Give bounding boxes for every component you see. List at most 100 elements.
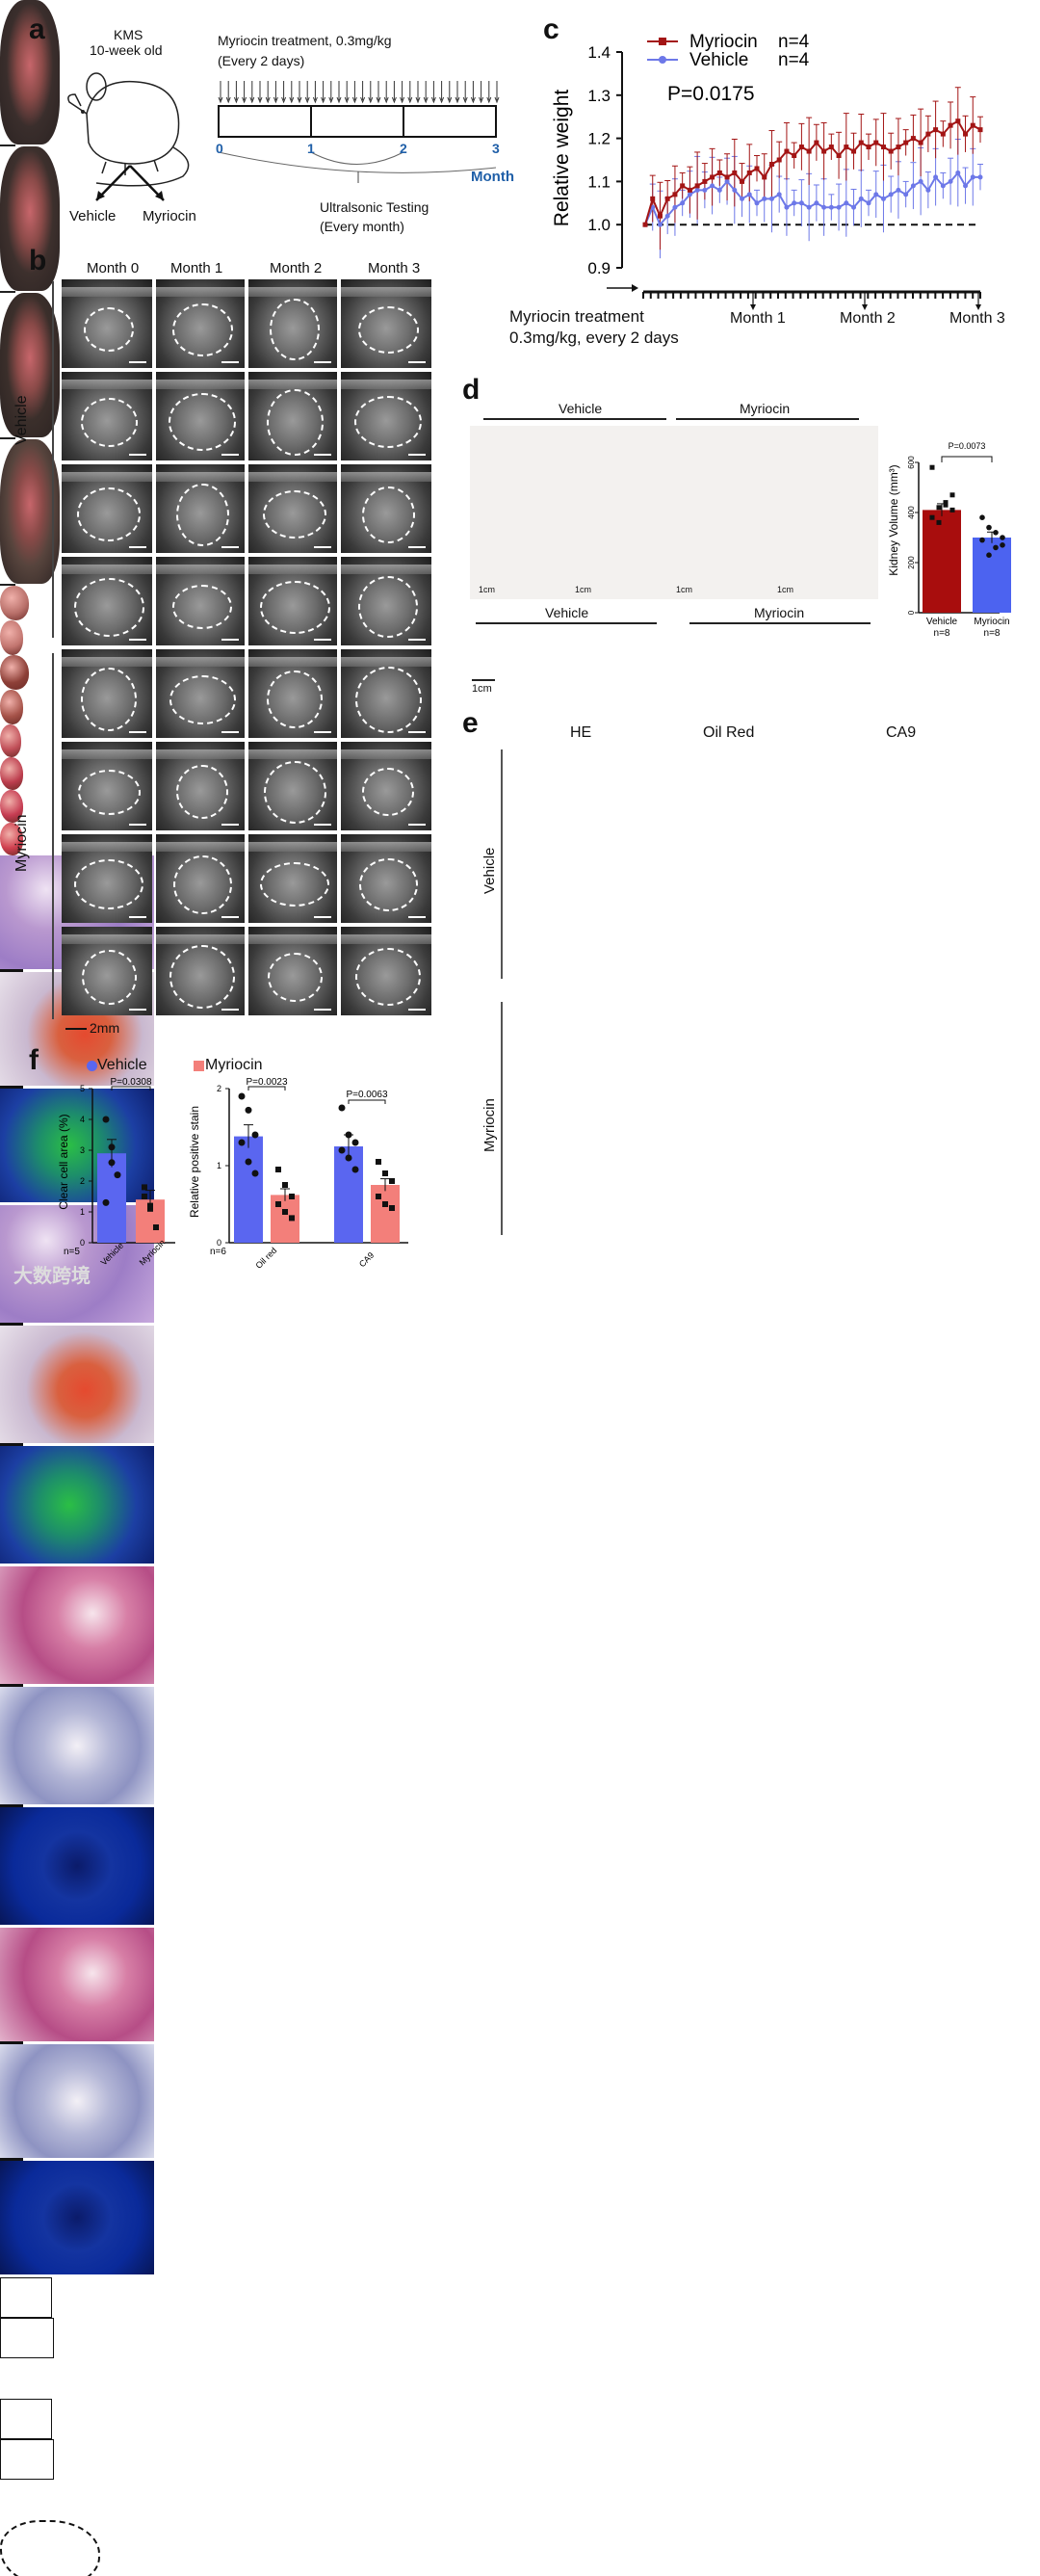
kidney-outline bbox=[80, 397, 138, 447]
dose-arrowhead bbox=[430, 96, 436, 104]
f2-point bbox=[351, 1139, 359, 1146]
weight-line-chart: 1.4 1.3 1.2 1.1 1.0 0.9 Relative weight P=0.0… bbox=[551, 32, 983, 310]
c-ytick-label: 1.0 bbox=[587, 216, 611, 234]
d-mice-photo bbox=[470, 426, 878, 599]
mouse-scale-label: 1cm bbox=[676, 585, 693, 594]
dose-arrowhead bbox=[336, 96, 342, 104]
kidney-outline bbox=[73, 577, 144, 637]
f2-point bbox=[275, 1167, 281, 1172]
col-month-1: Month 1 bbox=[170, 260, 223, 276]
scale-bar bbox=[408, 361, 426, 363]
tissue-band bbox=[62, 472, 152, 482]
f-legend-myriocin: Myriocin bbox=[205, 1057, 263, 1073]
c-point bbox=[880, 196, 886, 201]
f1-y-label: Clear cell area (%) bbox=[57, 1114, 70, 1209]
scale-bar bbox=[408, 546, 426, 548]
ultrasound-image bbox=[248, 649, 337, 738]
c-treatment-line2: 0.3mg/kg, every 2 days bbox=[509, 329, 679, 347]
histology-image bbox=[0, 1089, 154, 1202]
ultrasound-image bbox=[62, 279, 152, 368]
kidney-outline bbox=[260, 862, 329, 907]
f2-point bbox=[251, 1170, 259, 1177]
f1-ytick-label: 0 bbox=[80, 1238, 85, 1248]
c-point bbox=[814, 200, 819, 206]
mouse-scale-bar bbox=[0, 145, 15, 146]
c-point bbox=[814, 140, 819, 145]
ultrasound-image bbox=[156, 464, 245, 553]
d-point bbox=[1000, 542, 1005, 548]
f1-bar bbox=[97, 1153, 126, 1243]
c-point bbox=[977, 127, 983, 133]
kidney-specimen bbox=[0, 620, 23, 655]
ultrasound-image bbox=[341, 557, 431, 645]
kidney-specimen bbox=[0, 823, 23, 855]
tissue-band bbox=[248, 472, 337, 482]
f1-point bbox=[102, 1116, 110, 1123]
tissue-band bbox=[248, 842, 337, 852]
dose-arrowhead bbox=[455, 96, 460, 104]
d-point bbox=[943, 500, 949, 506]
f-legend-vehicle-swatch bbox=[87, 1061, 97, 1071]
d-kidney-myriocin-label: Myriocin bbox=[754, 605, 805, 620]
c-point bbox=[650, 196, 656, 201]
f2-ytick-label: 0 bbox=[217, 1238, 221, 1248]
b-scale-bar bbox=[65, 1028, 87, 1030]
f1-point bbox=[114, 1171, 121, 1179]
dose-arrowhead bbox=[321, 96, 326, 104]
d-kidney-myriocin-rule bbox=[689, 622, 871, 624]
c-point bbox=[910, 183, 916, 189]
tissue-band bbox=[62, 934, 152, 944]
ultrasound-image bbox=[248, 372, 337, 460]
panel-label-b: b bbox=[29, 245, 47, 276]
d-n-vehicle: n=8 bbox=[934, 628, 950, 639]
f2-point bbox=[289, 1194, 295, 1199]
d-pvalue: P=0.0073 bbox=[949, 441, 986, 451]
d-myriocin-rule bbox=[676, 418, 859, 420]
dose-arrowhead bbox=[273, 96, 278, 104]
e-col-he: HE bbox=[570, 724, 592, 741]
c-point bbox=[642, 222, 648, 227]
tissue-band bbox=[248, 749, 337, 759]
c-point bbox=[948, 122, 953, 128]
c-legend-vehicle-n: n=4 bbox=[778, 50, 810, 70]
c-point bbox=[955, 118, 961, 124]
d-ytick-label: 600 bbox=[907, 456, 916, 469]
c-ytick-label: 1.1 bbox=[587, 172, 611, 191]
c-treatment-line1: Myriocin treatment bbox=[509, 307, 644, 326]
dose-arrowhead bbox=[242, 96, 247, 104]
scale-bar bbox=[129, 454, 146, 456]
c-point bbox=[963, 183, 969, 189]
panel-label-e: e bbox=[462, 707, 479, 739]
d-kidney-scale-label: 1cm bbox=[472, 683, 492, 695]
d-bar bbox=[923, 510, 961, 613]
d-point bbox=[949, 507, 955, 513]
histology-scale-bar bbox=[0, 1086, 23, 1089]
f2-bar bbox=[234, 1136, 263, 1243]
c-point bbox=[896, 145, 901, 150]
ultrasound-image bbox=[156, 372, 245, 460]
tissue-band bbox=[248, 565, 337, 574]
d-point bbox=[929, 464, 935, 470]
ultrasound-image bbox=[341, 279, 431, 368]
d-point bbox=[1000, 535, 1005, 540]
f2-point bbox=[338, 1146, 346, 1154]
treatment-frequency: (Every 2 days) bbox=[218, 53, 305, 68]
c-point bbox=[880, 145, 886, 150]
ultrasound-image bbox=[156, 834, 245, 923]
kidney-outline bbox=[362, 768, 414, 816]
panel-label-c: c bbox=[543, 13, 559, 45]
histology-image bbox=[0, 1687, 154, 1804]
f2-point bbox=[251, 1131, 259, 1139]
ultrasound-image bbox=[341, 372, 431, 460]
c-point bbox=[888, 192, 894, 197]
c-month1: Month 1 bbox=[730, 310, 786, 327]
f-legend-myriocin-swatch bbox=[194, 1061, 204, 1071]
kidney-specimen bbox=[0, 690, 23, 724]
dose-arrowhead bbox=[360, 96, 366, 104]
f2-point bbox=[345, 1154, 352, 1162]
c-point bbox=[702, 178, 708, 184]
mouse-illustration bbox=[67, 72, 190, 187]
d-x-myriocin: Myriocin bbox=[974, 617, 1009, 627]
c-point bbox=[710, 174, 715, 180]
kidney-outline bbox=[176, 765, 228, 819]
